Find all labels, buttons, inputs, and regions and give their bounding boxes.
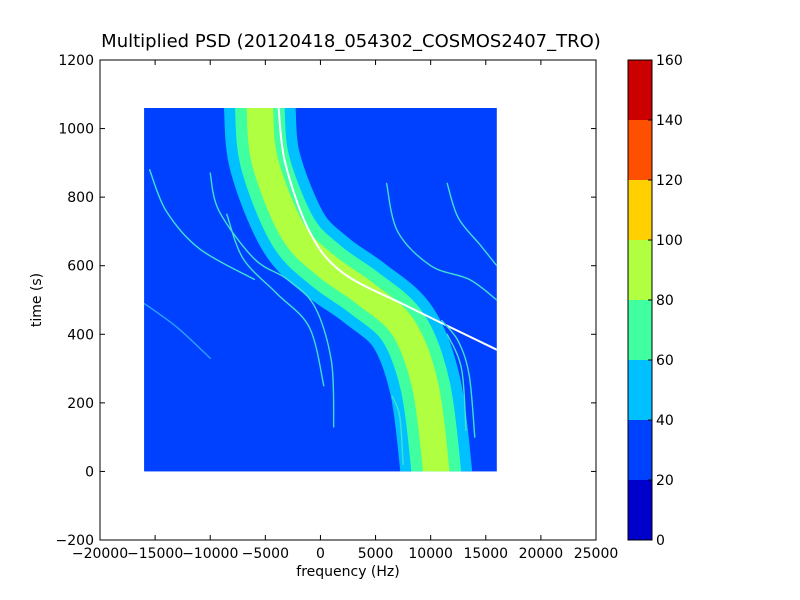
trace-faint-5 xyxy=(385,182,497,301)
trace-faint-2 xyxy=(209,172,335,428)
x-tick-label: −10000 xyxy=(182,546,238,562)
y-axis-ticks: −200 0 200 400 600 800 1000 1200 xyxy=(56,53,596,549)
colorbar-tick-label: 20 xyxy=(656,473,674,489)
axes-frame xyxy=(99,59,597,541)
colorbar: 0 20 40 60 80 100 120 140 160 xyxy=(627,53,683,549)
colorbar-segment xyxy=(628,120,652,180)
colorbar-tick-label: 160 xyxy=(656,53,683,69)
x-tick-label: 5000 xyxy=(358,546,394,562)
trace-faint-3 xyxy=(226,213,325,387)
colorbar-tick-label: 80 xyxy=(656,293,674,309)
chart-title: Multiplied PSD (20120418_054302_COSMOS24… xyxy=(101,31,601,52)
trace-faint-8 xyxy=(446,333,467,431)
y-tick-label: 1200 xyxy=(58,53,94,69)
x-axis-ticks: −20000−15000−10000 −5000 0 5000 10000 15000 20… xyxy=(72,60,618,562)
colorbar-tick-label: 60 xyxy=(656,353,674,369)
y-tick-label: −200 xyxy=(56,533,94,549)
x-tick-label: 10000 xyxy=(408,546,453,562)
y-tick-label: 0 xyxy=(85,464,94,480)
trace-faint-7 xyxy=(441,319,476,438)
colorbar-segment xyxy=(628,300,652,360)
x-tick-label: −5000 xyxy=(242,546,289,562)
x-tick-label: −15000 xyxy=(127,546,183,562)
x-tick-label: 20000 xyxy=(519,546,564,562)
trace-faint-6 xyxy=(446,182,497,267)
trace-faint-9 xyxy=(391,395,404,466)
heatmap-layer xyxy=(144,108,497,472)
x-tick-label: −20000 xyxy=(72,546,128,562)
colorbar-segment xyxy=(628,360,652,420)
y-tick-label: 200 xyxy=(67,396,94,412)
x-tick-label: 0 xyxy=(316,546,325,562)
colorbar-segment xyxy=(628,60,652,120)
x-tick-label: 15000 xyxy=(464,546,509,562)
y-tick-label: 800 xyxy=(67,190,94,206)
trace-white-line xyxy=(277,108,497,351)
band-core xyxy=(246,108,450,472)
trace-faint-1 xyxy=(148,169,255,281)
x-tick-label: 25000 xyxy=(574,546,619,562)
colorbar-tick-label: 0 xyxy=(656,533,665,549)
x-axis-label: frequency (Hz) xyxy=(296,564,399,580)
y-tick-label: 400 xyxy=(67,327,94,343)
trace-faint-4 xyxy=(144,302,211,359)
colorbar-segment xyxy=(628,420,652,480)
colorbar-tick-label: 100 xyxy=(656,233,683,249)
colorbar-tick-label: 140 xyxy=(656,113,683,129)
heatmap-traces xyxy=(144,108,497,472)
colorbar-tick-label: 40 xyxy=(656,413,674,429)
colorbar-segment xyxy=(628,480,652,540)
y-tick-label: 1000 xyxy=(58,122,94,138)
colorbar-tick-label: 120 xyxy=(656,173,683,189)
colorbar-segment xyxy=(628,180,652,240)
y-axis-label: time (s) xyxy=(29,273,45,327)
y-tick-label: 600 xyxy=(67,259,94,275)
colorbar-segment xyxy=(628,240,652,300)
